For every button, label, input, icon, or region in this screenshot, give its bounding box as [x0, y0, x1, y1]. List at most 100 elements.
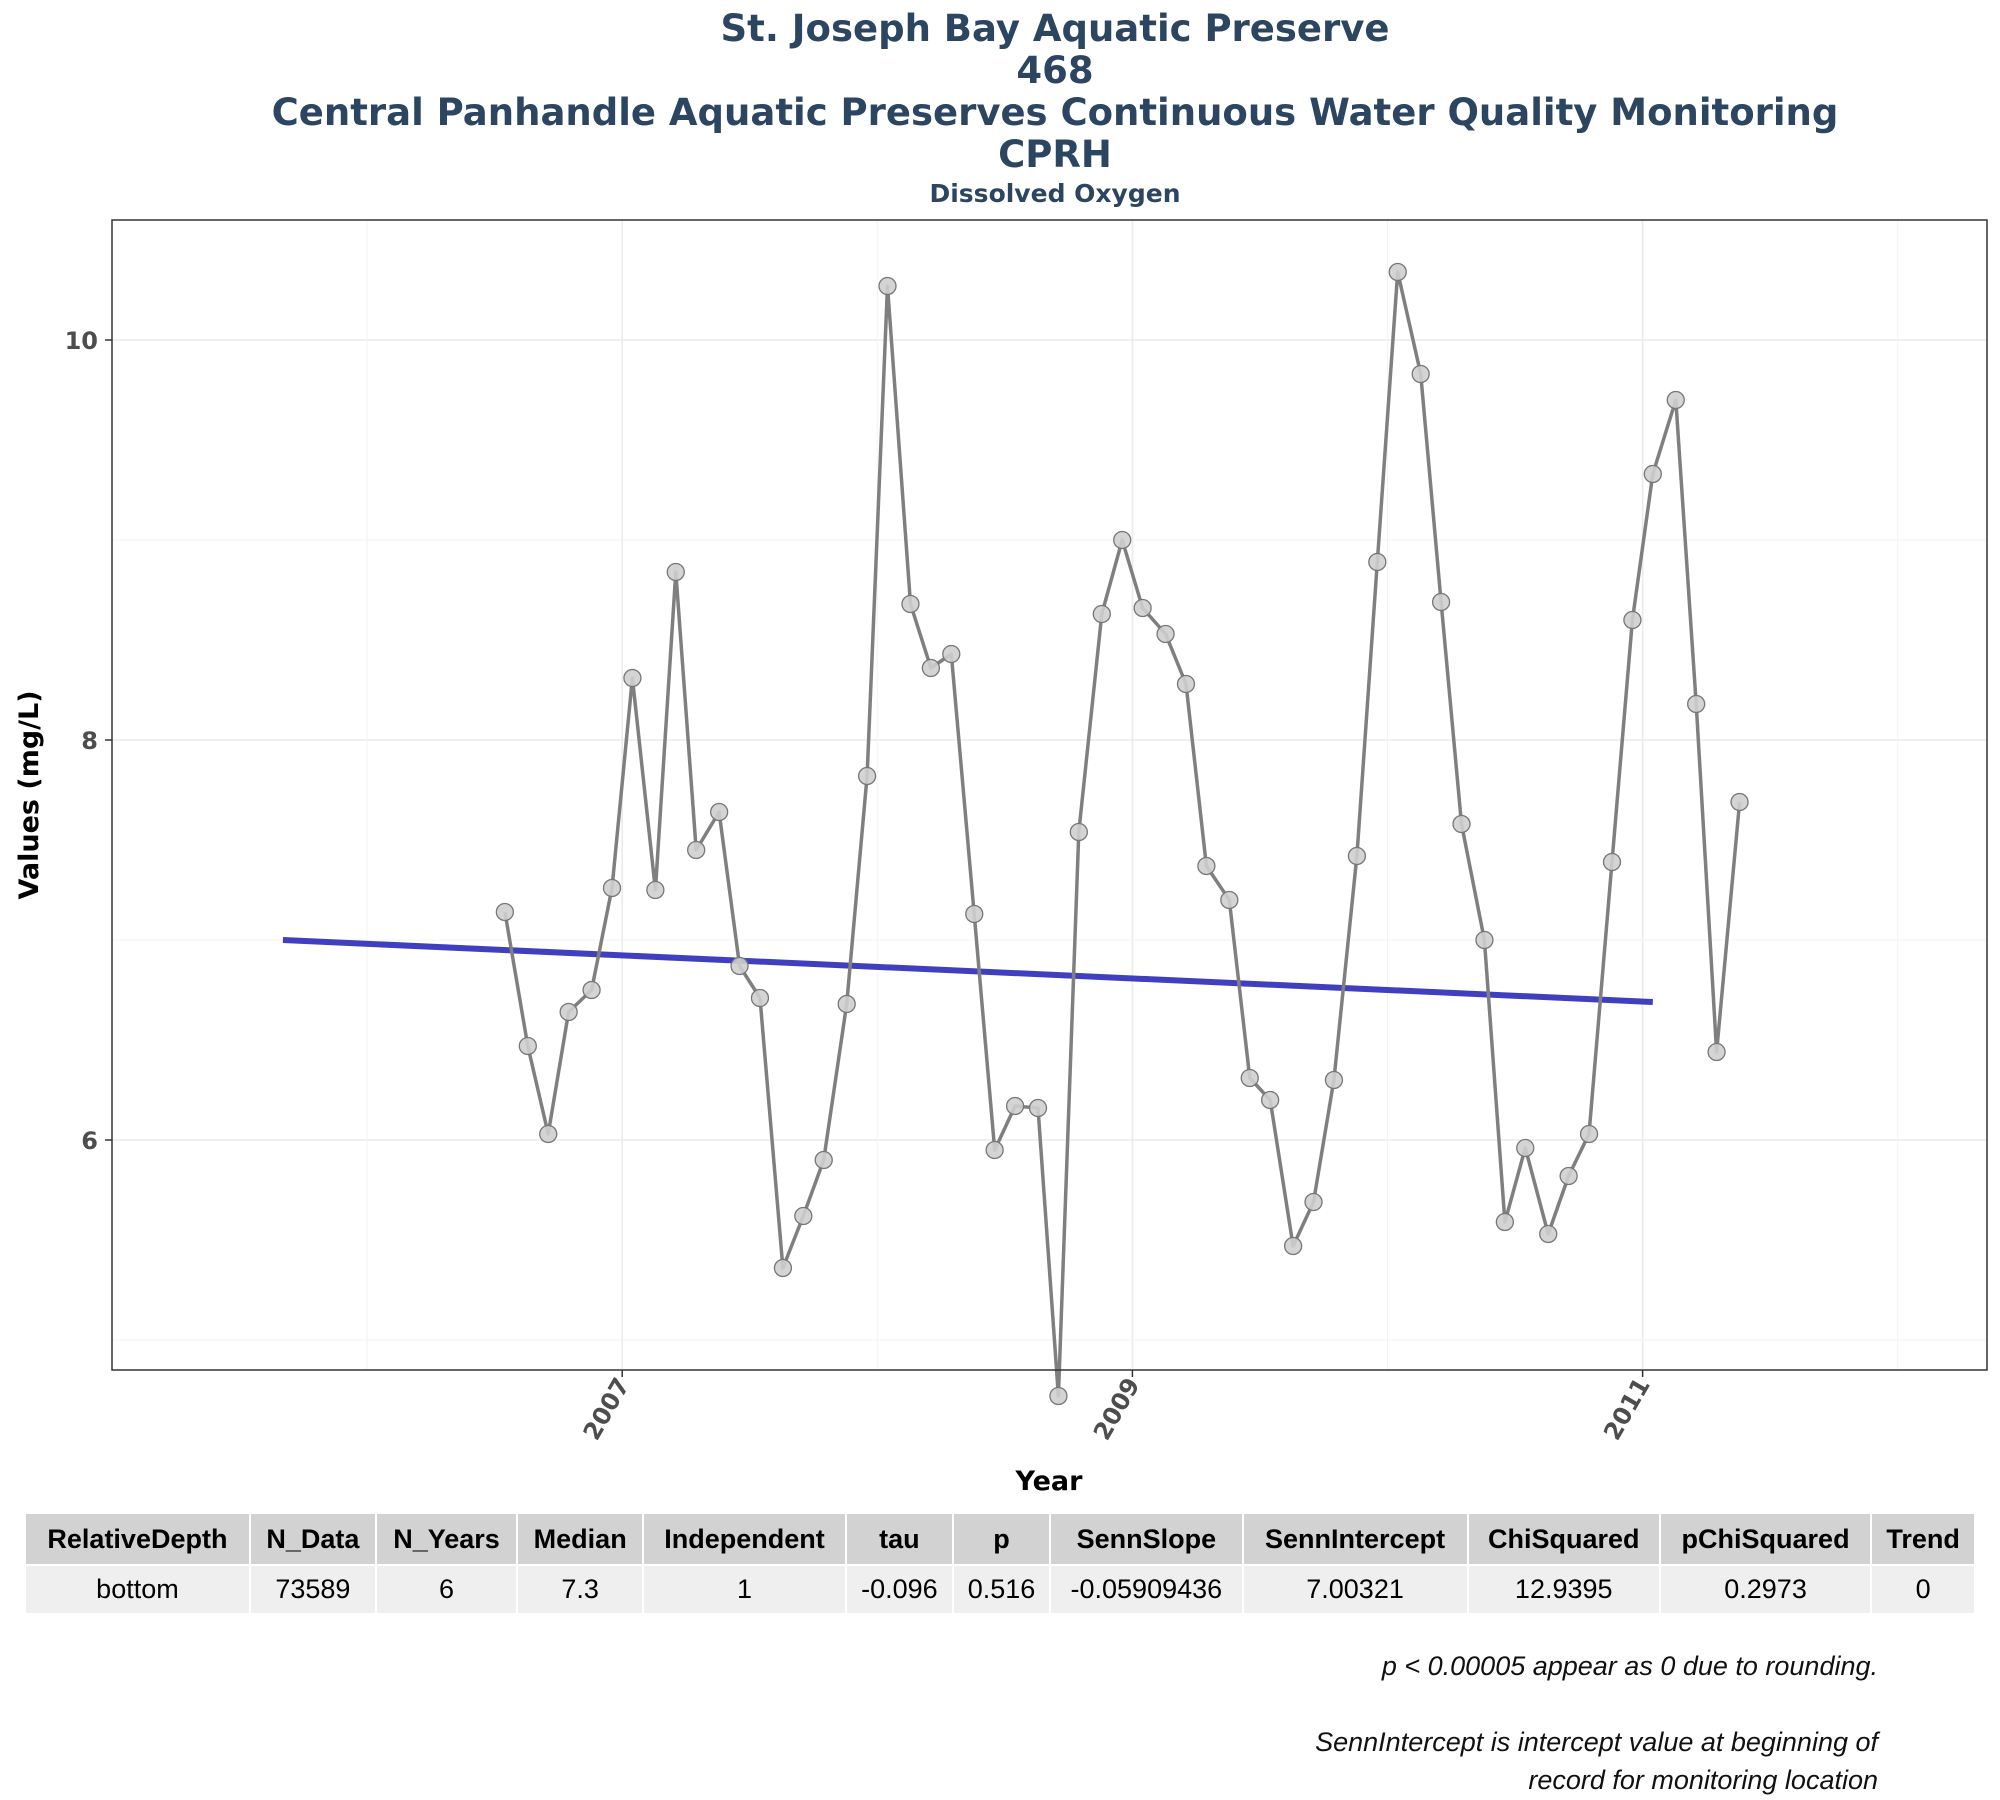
points-layer — [495, 262, 1749, 1406]
data-point — [582, 980, 601, 1000]
data-point — [687, 840, 706, 860]
data-point — [750, 988, 770, 1008]
table-cell: 73589 — [250, 1566, 375, 1613]
table-cell: 0.516 — [954, 1566, 1050, 1613]
data-point — [1431, 592, 1451, 612]
table-header-cell: Independent — [644, 1514, 845, 1564]
table-header-row: RelativeDepth N_Data N_Years Median Independ… — [26, 1514, 1974, 1564]
data-point — [1643, 464, 1662, 484]
data-point — [985, 1140, 1004, 1160]
data-point — [1411, 364, 1430, 384]
table-header-cell: SennIntercept — [1243, 1514, 1467, 1564]
data-point — [646, 880, 665, 900]
dissolved-oxygen-chart: 6 8 10 2007 2009 2011 Year Values (mg/L) — [14, 219, 1988, 1497]
data-point — [1133, 598, 1152, 618]
data-point — [559, 1002, 578, 1022]
data-point — [878, 276, 897, 296]
data-point — [1304, 1192, 1323, 1212]
x-axis-ticks: 2007 2009 2011 — [578, 1370, 1656, 1445]
table-row: bottom 73589 6 7.3 1 -0.096 0.516 -0.05909436 7.… — [26, 1566, 1974, 1613]
x-tick-label: 2011 — [1598, 1373, 1656, 1445]
chart-title-line-2: 468 — [1016, 49, 1094, 92]
table-cell: 7.3 — [518, 1566, 643, 1613]
table-body: bottom 73589 6 7.3 1 -0.096 0.516 -0.05909436 7.… — [26, 1566, 1974, 1613]
data-point — [539, 1124, 558, 1144]
data-point — [518, 1036, 537, 1056]
y-tick-label: 8 — [81, 727, 98, 755]
data-point — [1156, 624, 1175, 644]
table-header-cell: Median — [518, 1514, 643, 1564]
chart-subtitle: Dissolved Oxygen — [929, 179, 1181, 208]
data-point — [1324, 1070, 1344, 1090]
table-header-cell: Trend — [1872, 1514, 1974, 1564]
data-point — [1220, 890, 1239, 910]
table-cell: 7.00321 — [1243, 1566, 1467, 1613]
data-point — [1283, 1236, 1303, 1256]
table-header-cell: RelativeDepth — [26, 1514, 249, 1564]
x-axis-title: Year — [1015, 1466, 1084, 1497]
data-point — [921, 658, 941, 678]
table-header-cell: N_Data — [250, 1514, 375, 1564]
data-point — [1113, 530, 1132, 550]
data-point — [1539, 1224, 1558, 1244]
data-point — [1388, 262, 1407, 282]
data-point — [1475, 930, 1494, 950]
data-point — [1687, 694, 1706, 714]
data-point — [1092, 604, 1111, 624]
y-tick-label: 10 — [65, 327, 98, 355]
chart-title-line-3: Central Panhandle Aquatic Preserves Cont… — [271, 91, 1839, 134]
table-cell: 12.9395 — [1468, 1566, 1659, 1613]
data-point — [857, 766, 877, 786]
data-point — [773, 1258, 793, 1278]
data-point — [1495, 1212, 1515, 1232]
data-point — [1368, 552, 1387, 572]
major-gridlines — [112, 220, 1987, 1370]
data-point — [1452, 814, 1471, 834]
x-tick-label: 2007 — [578, 1373, 636, 1445]
data-point — [1069, 822, 1088, 842]
table-cell: -0.05909436 — [1051, 1566, 1242, 1613]
table-cell: -0.096 — [846, 1566, 953, 1613]
table-cell: 0.2973 — [1660, 1566, 1871, 1613]
data-point — [1049, 1386, 1068, 1406]
table-header-cell: tau — [846, 1514, 953, 1564]
data-point — [495, 902, 515, 922]
data-point — [794, 1206, 813, 1226]
table-header-cell: pChiSquared — [1660, 1514, 1871, 1564]
data-point — [1623, 610, 1642, 630]
data-point — [837, 994, 856, 1014]
intercept-note-line-2: record for monitoring location — [1528, 1765, 1878, 1795]
x-tick-label: 2009 — [1088, 1373, 1146, 1445]
data-point — [602, 878, 622, 898]
table-header-cell: ChiSquared — [1468, 1514, 1659, 1564]
chart-title-line-1: St. Joseph Bay Aquatic Preserve — [720, 7, 1390, 50]
data-point — [901, 594, 920, 614]
table-header-cell: N_Years — [376, 1514, 517, 1564]
data-point — [1261, 1090, 1280, 1110]
data-point — [1579, 1124, 1599, 1144]
plot-panel — [112, 220, 1987, 1370]
data-point — [965, 904, 984, 924]
data-point — [1666, 390, 1685, 410]
y-axis-ticks: 6 8 10 — [65, 327, 112, 1155]
data-point — [814, 1150, 833, 1170]
y-tick-label: 6 — [81, 1127, 98, 1155]
data-point — [730, 956, 749, 976]
data-point — [1176, 674, 1196, 694]
data-point — [1516, 1138, 1535, 1158]
data-point — [1347, 846, 1367, 866]
data-point — [1559, 1166, 1578, 1186]
rounding-note: p < 0.00005 appear as 0 due to rounding. — [1381, 1651, 1878, 1681]
intercept-note-line-1: SennIntercept is intercept value at begi… — [1315, 1727, 1878, 1757]
data-point — [1730, 792, 1749, 812]
data-point — [1707, 1042, 1726, 1062]
data-point — [1602, 852, 1622, 872]
chart-title-block: St. Joseph Bay Aquatic Preserve 468 Cent… — [0, 8, 2000, 212]
data-point — [942, 644, 961, 664]
data-point — [1240, 1068, 1259, 1088]
table-cell: 0 — [1872, 1566, 1974, 1613]
table-cell: 1 — [644, 1566, 845, 1613]
data-point — [709, 802, 729, 822]
data-point — [623, 668, 642, 688]
data-point — [1005, 1096, 1025, 1116]
